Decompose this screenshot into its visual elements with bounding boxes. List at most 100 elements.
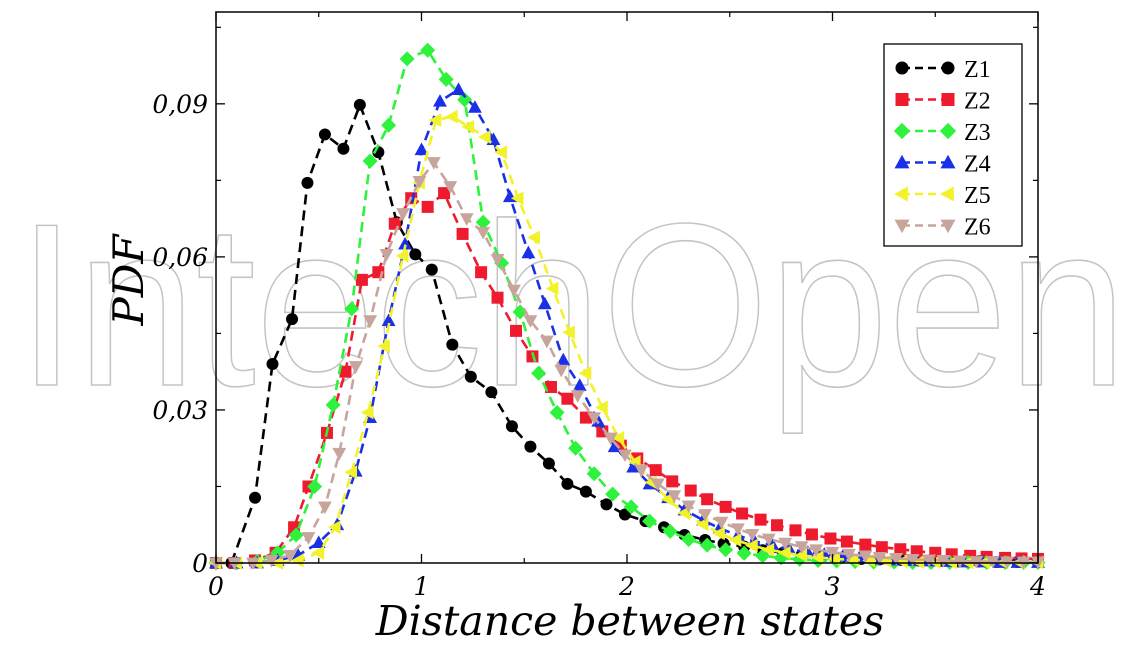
data-point-z3 — [662, 523, 678, 539]
data-point-z1 — [505, 420, 518, 433]
data-point-z5 — [360, 405, 374, 420]
data-point-z2 — [339, 365, 352, 378]
x-tick-label: 0 — [208, 572, 224, 601]
data-point-z6 — [459, 213, 474, 226]
data-point-z1 — [600, 498, 613, 511]
data-point-z6 — [794, 541, 809, 554]
data-point-z2 — [561, 392, 574, 405]
data-point-z6 — [842, 548, 856, 562]
data-point-z5 — [545, 281, 559, 296]
data-point-z5 — [510, 191, 524, 206]
data-point-z3 — [438, 71, 454, 87]
legend-entry-z3: Z3 — [893, 120, 991, 146]
data-point-z6 — [227, 557, 242, 571]
legend-marker-z4 — [894, 154, 910, 169]
data-point-z4 — [433, 94, 447, 107]
data-point-z3 — [325, 397, 341, 413]
data-point-z1 — [301, 176, 314, 189]
data-point-z1 — [524, 440, 537, 453]
data-point-z5 — [344, 465, 358, 480]
data-point-z6 — [889, 553, 904, 566]
data-point-z6 — [603, 432, 618, 446]
data-point-z6 — [283, 549, 297, 563]
data-point-z6 — [554, 364, 569, 378]
legend-marker-z4 — [940, 154, 956, 169]
data-point-z2 — [805, 528, 818, 541]
data-point-z2 — [789, 524, 802, 537]
data-point-z6 — [246, 557, 260, 571]
data-point-z1 — [542, 457, 555, 470]
data-point-z6 — [426, 157, 441, 170]
data-point-z5 — [794, 548, 808, 563]
data-point-z2 — [355, 273, 368, 286]
data-point-z6 — [587, 412, 602, 425]
data-point-z6 — [618, 449, 632, 463]
data-point-z2 — [421, 200, 434, 213]
data-point-z2 — [859, 538, 872, 551]
data-point-z1 — [249, 491, 262, 504]
data-point-z5 — [327, 520, 341, 535]
data-point-z1 — [561, 477, 574, 490]
data-point-z1 — [266, 358, 279, 371]
data-point-z1 — [579, 485, 592, 498]
data-point-z5 — [810, 550, 824, 565]
legend-marker-z5 — [894, 186, 908, 202]
data-point-z3 — [623, 499, 639, 515]
data-point-z2 — [840, 535, 853, 548]
legend-marker-z3 — [893, 122, 911, 140]
data-point-z6 — [634, 464, 649, 478]
legend-label-z6: Z6 — [964, 215, 991, 241]
data-point-z5 — [461, 119, 475, 134]
data-point-z1 — [618, 508, 631, 521]
data-point-z3 — [736, 545, 752, 561]
data-point-z6 — [476, 227, 491, 240]
legend-entry-z6: Z6 — [894, 215, 991, 241]
legend-marker-z1 — [895, 61, 909, 75]
data-point-z6 — [539, 335, 554, 349]
data-point-z6 — [858, 550, 873, 564]
data-point-z5 — [562, 325, 575, 340]
data-point-z5 — [428, 113, 442, 128]
y-tick-label: 0,03 — [152, 396, 208, 425]
data-point-z3 — [420, 42, 436, 58]
data-point-z6 — [396, 208, 410, 221]
data-point-z4 — [521, 245, 536, 259]
data-point-z1 — [409, 248, 422, 261]
data-point-z5 — [928, 555, 941, 569]
data-point-z1 — [446, 338, 459, 351]
data-point-z6 — [745, 529, 760, 542]
data-point-z6 — [379, 248, 394, 262]
data-point-z5 — [311, 545, 325, 560]
data-point-z2 — [438, 187, 451, 200]
data-point-z2 — [894, 543, 907, 556]
data-point-z2 — [510, 324, 523, 337]
data-point-z6 — [667, 490, 682, 503]
legend-label-z2: Z2 — [964, 89, 991, 115]
data-point-z6 — [922, 554, 936, 568]
data-point-z3 — [586, 466, 602, 482]
data-point-z5 — [660, 492, 674, 507]
data-point-z2 — [875, 541, 888, 554]
data-point-z4 — [556, 352, 571, 366]
data-point-z1 — [353, 98, 366, 111]
data-point-z6 — [209, 557, 223, 571]
legend-box — [883, 43, 1023, 247]
data-point-z2 — [824, 532, 837, 545]
data-point-z4 — [537, 296, 552, 310]
data-point-z4 — [572, 378, 587, 391]
data-point-z4 — [381, 313, 396, 327]
data-point-z6 — [264, 555, 279, 568]
data-point-z3 — [362, 153, 378, 169]
legend-entry-z1: Z1 — [895, 57, 991, 83]
data-point-z4 — [626, 459, 641, 473]
data-point-z5 — [595, 400, 608, 415]
data-point-z2 — [666, 475, 679, 488]
data-point-z6 — [318, 501, 332, 515]
legend-marker-z2 — [941, 93, 955, 106]
data-point-z5 — [745, 538, 758, 553]
data-point-z3 — [549, 404, 565, 420]
data-point-z3 — [531, 365, 547, 381]
data-point-z6 — [507, 284, 521, 298]
data-point-z2 — [736, 507, 749, 520]
